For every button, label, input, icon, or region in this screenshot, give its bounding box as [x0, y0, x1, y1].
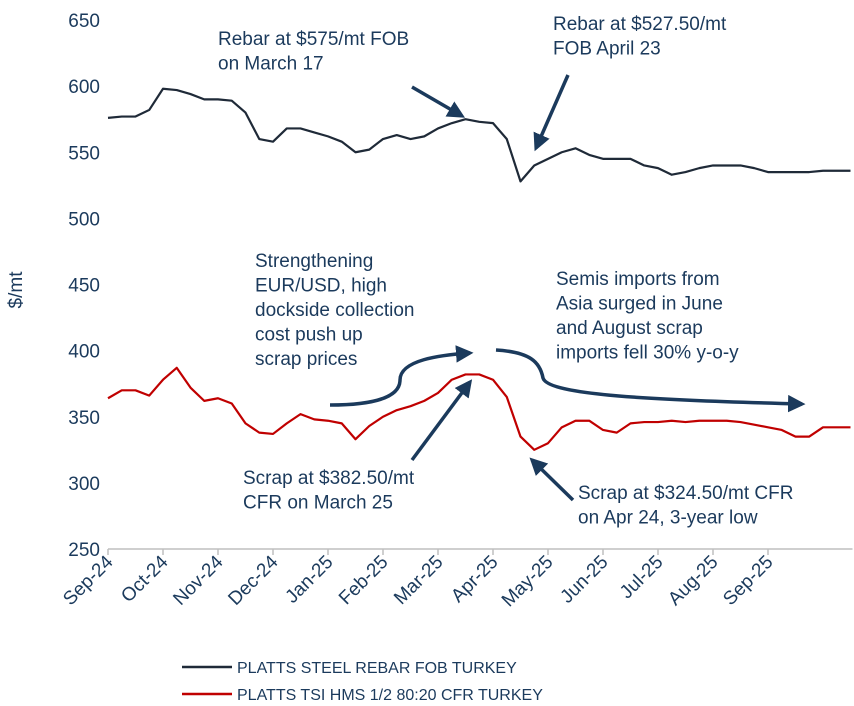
y-tick-label: 500 [68, 209, 100, 230]
series-line [107, 366, 851, 451]
y-axis-label: $/mt [6, 271, 27, 309]
annotation: Scrap at $324.50/mt CFR [578, 483, 793, 504]
y-tick-label: 300 [68, 474, 100, 495]
y-tick-label: 350 [68, 408, 100, 429]
x-tick-label: Dec-24 [224, 551, 282, 609]
annotation: Semis imports from [556, 269, 720, 290]
arrow [329, 345, 474, 407]
x-tick-label: Aug-25 [664, 552, 722, 610]
arrow [410, 379, 473, 462]
annotation: Scrap at $382.50/mt [243, 468, 415, 489]
annotation: scrap prices [255, 349, 357, 370]
annotation: cost push up [255, 325, 363, 346]
x-tick-label: Apr-25 [447, 552, 502, 607]
annotation: Strengthening [255, 251, 373, 272]
annotation: dockside collection [255, 300, 414, 321]
annotation: FOB April 23 [553, 39, 661, 60]
annotation: on Apr 24, 3-year low [578, 508, 758, 529]
annotation: Rebar at $527.50/mt [553, 14, 727, 35]
x-tick-label: Jul-25 [616, 552, 667, 603]
x-tick-label: Feb-25 [335, 552, 392, 609]
annotation: imports fell 30% y-o-y [556, 343, 739, 364]
annotation: Asia surged in June [556, 294, 723, 315]
y-tick-label: 400 [68, 342, 100, 363]
arrow [411, 85, 466, 118]
x-tick-label: Mar-25 [390, 552, 447, 609]
annotation-arrows [329, 74, 806, 502]
y-tick-label: 550 [68, 143, 100, 164]
x-tick-label: Sep-25 [719, 552, 777, 610]
legend-label: PLATTS TSI HMS 1/2 80:20 CFR TURKEY [237, 687, 543, 704]
legend-label: PLATTS STEEL REBAR FOB TURKEY [237, 660, 517, 677]
y-tick-label: 600 [68, 77, 100, 98]
x-tick-label: Oct-24 [117, 551, 172, 606]
x-tick-label: Jun-25 [557, 552, 613, 608]
x-tick-label: Nov-24 [169, 551, 227, 609]
annotation: Rebar at $575/mt FOB [218, 29, 409, 50]
annotation: on March 17 [218, 54, 324, 75]
annotation: CFR on March 25 [243, 493, 393, 514]
x-tick-label: May-25 [498, 552, 558, 612]
arrow [495, 348, 806, 413]
y-tick-label: 250 [68, 540, 100, 561]
y-tick-label: 650 [68, 11, 100, 32]
annotation: EUR/USD, high [255, 276, 387, 297]
series-line [107, 87, 851, 183]
x-tick-label: Jan-25 [282, 552, 338, 608]
arrow [533, 74, 570, 152]
arrow [529, 457, 575, 502]
y-tick-label: 450 [68, 276, 100, 297]
annotation: and August scrap [556, 318, 703, 339]
